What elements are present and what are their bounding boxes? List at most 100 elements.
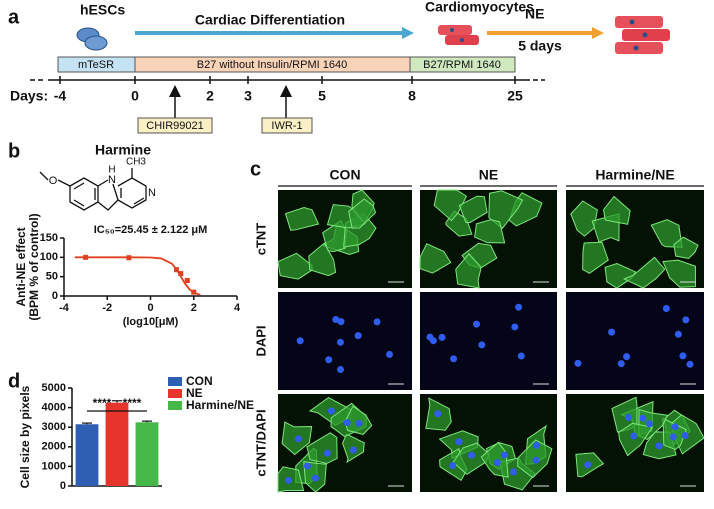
nucleus (294, 435, 302, 443)
nucleus (325, 356, 333, 364)
micrograph (420, 292, 557, 390)
cardiomyocyte-icon (438, 25, 479, 45)
nucleus (669, 433, 677, 441)
nucleus (630, 432, 638, 440)
cell (284, 207, 320, 231)
cell (433, 189, 468, 222)
legend-label: Harmine/NE (186, 398, 254, 412)
x-tick-label: 4 (234, 302, 241, 314)
legend-swatch (168, 401, 182, 410)
nucleus (478, 341, 486, 349)
nucleus (311, 474, 319, 482)
nucleus (517, 352, 525, 360)
point (126, 255, 132, 261)
cell (618, 422, 654, 457)
nucleus (349, 446, 357, 454)
nucleus (515, 303, 523, 311)
nucleus (625, 413, 633, 421)
compound-label: IWR-1 (271, 120, 302, 132)
fit-curve (74, 256, 201, 296)
nucleus (284, 476, 292, 484)
y-tick-label: 0 (60, 480, 66, 492)
nucleus (639, 414, 647, 422)
nucleus (584, 461, 592, 469)
point (191, 289, 197, 295)
label: NE (525, 6, 544, 22)
point (83, 254, 89, 260)
bar (105, 402, 129, 486)
bar (75, 424, 99, 486)
point (184, 278, 190, 284)
nucleus (532, 456, 540, 464)
cell (308, 242, 337, 277)
column-header: NE (479, 167, 498, 183)
cardiomyocyte-icon (615, 16, 670, 54)
y-label: (BPM % of control) (27, 213, 41, 320)
bond (117, 177, 147, 209)
nucleus (501, 451, 509, 459)
imaging: CON NE Harmine/NE cTNT DAPI cTNT/DAPI (253, 167, 705, 493)
arrow (135, 31, 403, 35)
compound-box (137, 117, 213, 134)
cell (673, 236, 699, 260)
y-label: Anti-NE effect (14, 227, 28, 306)
nucleus (354, 332, 362, 340)
nucleus (332, 316, 340, 324)
nucleus (682, 316, 690, 324)
legend-label: CON (186, 374, 213, 388)
row-label: DAPI (253, 325, 268, 356)
nucleus (296, 337, 304, 345)
cell (474, 219, 506, 244)
atom: N (108, 174, 116, 186)
point (173, 267, 179, 273)
nucleus (455, 438, 463, 446)
nucleus (434, 410, 442, 418)
cell (662, 259, 696, 288)
nucleus (662, 305, 670, 313)
nucleus (532, 441, 540, 449)
nucleus (655, 442, 663, 450)
nucleus (355, 419, 363, 427)
atom: O (49, 175, 58, 187)
nucleus (645, 420, 653, 428)
point (178, 271, 184, 277)
cell (458, 195, 488, 223)
y-tick-label: 5000 (42, 382, 66, 394)
medium-label: B27 without Insulin/RPMI 1640 (197, 59, 347, 71)
cell (488, 190, 524, 230)
nucleus (429, 337, 437, 345)
y-tick-label: 1000 (42, 460, 66, 472)
nucleus (336, 338, 344, 346)
atom: CH3 (126, 157, 146, 168)
nucleus (373, 318, 381, 326)
annotation: IC₅₀=25.45 ± 2.122 μM (94, 224, 208, 236)
nucleus (574, 359, 582, 367)
y-tick-label: 100 (40, 251, 58, 263)
arrow-head (592, 27, 604, 39)
nucleus (679, 352, 687, 360)
compound-name: Harmine (95, 142, 151, 158)
day-label: 2 (206, 88, 214, 104)
nucleus (623, 353, 631, 361)
nucleus (511, 323, 519, 331)
bond (69, 177, 99, 211)
panel-letter: a (8, 6, 20, 28)
micrograph (566, 292, 704, 390)
significance: **** (123, 396, 142, 410)
x-label: (log10[μM) (123, 316, 179, 328)
charts: 0 50 100 150 -4 -2 0 2 4 IC₅₀=25.45 ± 2.122 μM (lo… (14, 213, 254, 492)
day-label: 8 (408, 88, 416, 104)
nucleus (336, 366, 344, 374)
legend-label: NE (186, 386, 203, 400)
nucleus (438, 333, 446, 341)
x-tick-label: 2 (191, 302, 197, 314)
panel-letter: b (8, 140, 20, 162)
x-tick-label: -2 (102, 302, 112, 314)
nucleus (303, 462, 311, 470)
compound-box (261, 117, 313, 134)
atom: N (148, 187, 156, 199)
cell (455, 253, 482, 289)
label: Cardiac Differentiation (195, 12, 345, 28)
day-ticks: -4 0 2 3 5 8 25 (54, 76, 523, 104)
